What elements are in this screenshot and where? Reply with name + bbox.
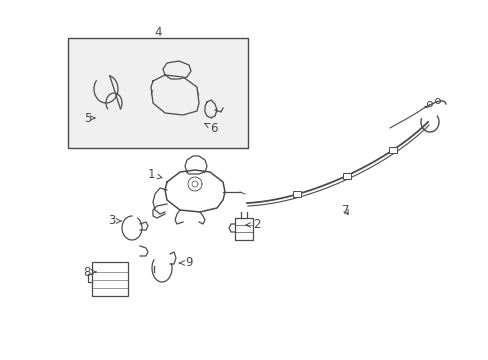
Text: 8: 8 — [83, 266, 96, 279]
Bar — [92, 262, 128, 296]
Bar — [235, 218, 252, 240]
Text: 9: 9 — [179, 256, 192, 270]
Text: 5: 5 — [84, 112, 95, 125]
Text: 2: 2 — [245, 219, 260, 231]
Text: 1: 1 — [148, 168, 162, 181]
Bar — [388, 147, 396, 153]
Text: 7: 7 — [341, 203, 349, 216]
Text: 3: 3 — [108, 215, 121, 228]
Bar — [292, 192, 300, 197]
Bar — [342, 173, 350, 179]
Bar — [68, 38, 247, 148]
Text: 4: 4 — [154, 26, 162, 39]
Text: 6: 6 — [204, 122, 217, 135]
